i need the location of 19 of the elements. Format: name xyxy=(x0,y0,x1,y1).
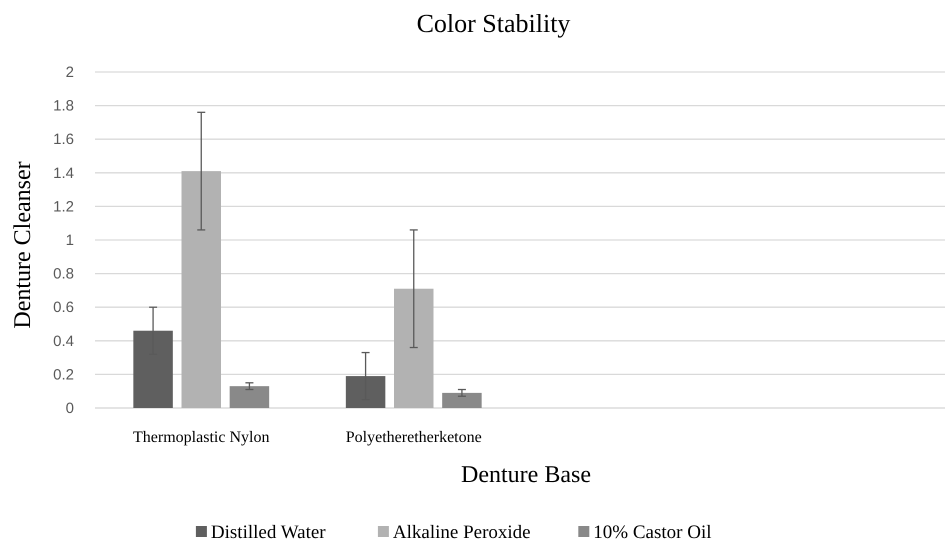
legend-label: 10% Castor Oil xyxy=(593,522,712,543)
y-tick-label: 1 xyxy=(66,232,74,249)
x-axis-title: Denture Base xyxy=(461,462,591,488)
y-tick-label: 0.6 xyxy=(53,299,74,316)
y-tick-label: 2 xyxy=(66,64,74,81)
legend-label: Distilled Water xyxy=(210,522,326,543)
y-tick-label: 1.4 xyxy=(53,164,74,182)
x-tick-label: Thermoplastic Nylon xyxy=(133,429,270,446)
chart-title: Color Stability xyxy=(416,9,570,38)
y-tick-label: 0 xyxy=(66,400,74,417)
legend-label: Alkaline Peroxide xyxy=(392,522,531,543)
y-tick-label: 1.2 xyxy=(53,198,74,216)
x-tick-label: Polyetheretherketone xyxy=(346,429,482,446)
y-tick-label: 1.8 xyxy=(53,98,74,115)
y-tick-label: 0.4 xyxy=(53,332,74,350)
y-tick-label: 0.8 xyxy=(53,266,74,283)
y-axis-title: Denture Cleanser xyxy=(10,161,36,329)
y-tick-label: 1.6 xyxy=(53,131,74,148)
y-tick-label: 0.2 xyxy=(53,366,74,384)
